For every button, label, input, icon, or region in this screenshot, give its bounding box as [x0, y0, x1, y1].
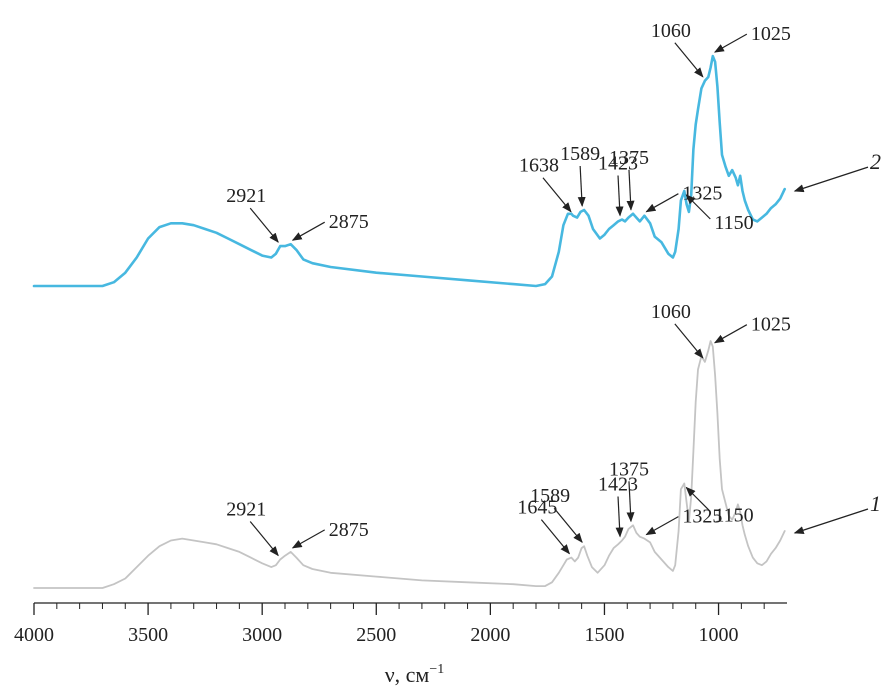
peak-annotation: 2875	[291, 211, 369, 241]
peak-annotation: 1025	[713, 23, 791, 53]
peak-label: 1025	[751, 314, 791, 336]
peak-arrow	[553, 507, 583, 543]
peak-label: 1325	[682, 183, 722, 205]
peak-annotation: 1638	[519, 155, 572, 213]
peak-annotation: 1060	[651, 20, 704, 78]
peak-annotation: 1325	[645, 506, 722, 536]
peak-label: 1423	[598, 474, 638, 496]
peak-annotation: 1589	[530, 485, 583, 543]
series-2-tag-label: 2	[870, 149, 881, 174]
peak-annotation: 1150	[685, 194, 754, 234]
series-2-tag: 2	[793, 149, 881, 193]
x-tick-label: 1000	[699, 624, 739, 646]
series-1-line	[33, 340, 786, 589]
peak-annotation: 1589	[560, 143, 600, 207]
series-1-tag-label: 1	[870, 491, 881, 516]
peak-annotation: 1645	[517, 497, 571, 555]
peak-arrow	[685, 194, 711, 220]
peak-annotation: 2875	[291, 519, 369, 549]
peak-arrow	[674, 323, 704, 359]
peak-arrow	[713, 33, 748, 53]
series-1-tag: 1	[793, 491, 881, 535]
peak-annotation: 2921	[226, 185, 279, 243]
peak-label: 1638	[519, 155, 559, 177]
peak-label: 1060	[651, 20, 691, 42]
peak-arrow	[542, 177, 572, 213]
series-2-line	[32, 54, 786, 288]
peak-label: 2921	[226, 499, 266, 521]
peak-annotation: 1025	[713, 314, 791, 344]
x-tick-label: 1500	[584, 624, 624, 646]
peak-arrow	[626, 481, 635, 523]
peak-arrow	[626, 169, 635, 211]
x-tick-label: 2000	[470, 624, 510, 646]
peak-label: 1423	[598, 153, 638, 175]
peak-annotation: 1325	[645, 183, 722, 213]
peak-arrow	[615, 496, 624, 538]
peak-label: 2875	[329, 211, 369, 233]
peak-arrow	[291, 221, 325, 241]
x-tick-label: 4000	[14, 624, 54, 646]
series-1-tag-arrow	[793, 508, 869, 535]
peak-arrow	[540, 519, 571, 555]
peak-arrow	[249, 521, 279, 557]
series-layer: 21	[32, 54, 881, 589]
x-axis-title: ν, см−1	[385, 662, 445, 687]
peak-arrow	[685, 486, 711, 512]
peak-arrow	[674, 42, 704, 78]
peak-label: 1025	[751, 23, 791, 45]
peak-annotation: 1423	[598, 153, 638, 217]
peak-label: 1589	[530, 485, 570, 507]
peak-label: 1150	[714, 505, 753, 527]
peak-arrow	[615, 175, 624, 217]
series-2-tag-arrow	[793, 166, 869, 193]
peak-arrow	[645, 516, 679, 536]
peak-arrow	[291, 529, 325, 549]
peak-label: 1375	[609, 147, 649, 169]
peak-arrow	[577, 165, 586, 207]
peak-annotation: 1150	[685, 486, 754, 527]
peak-label: 1589	[560, 143, 600, 165]
peak-arrow	[713, 324, 748, 344]
peak-arrow	[645, 193, 679, 213]
peak-label: 1645	[517, 497, 557, 519]
peak-arrow	[249, 207, 279, 243]
x-tick-label: 2500	[356, 624, 396, 646]
peak-annotation: 1423	[598, 474, 638, 538]
x-axis: 4000 3500 3000 2500 2000 1500 1000	[14, 602, 787, 646]
peak-label: 1375	[609, 458, 649, 480]
peak-label: 1060	[651, 301, 691, 323]
peak-label: 2921	[226, 185, 266, 207]
peak-label: 1325	[682, 506, 722, 528]
peak-label: 1150	[714, 212, 753, 234]
peak-annotation: 1375	[609, 147, 649, 211]
peak-annotation: 1060	[651, 301, 704, 359]
peak-annotation: 1375	[609, 458, 649, 523]
x-tick-label: 3000	[242, 624, 282, 646]
x-tick-label: 3500	[128, 624, 168, 646]
peak-label: 2875	[329, 519, 369, 541]
peak-annotation: 2921	[226, 499, 279, 557]
